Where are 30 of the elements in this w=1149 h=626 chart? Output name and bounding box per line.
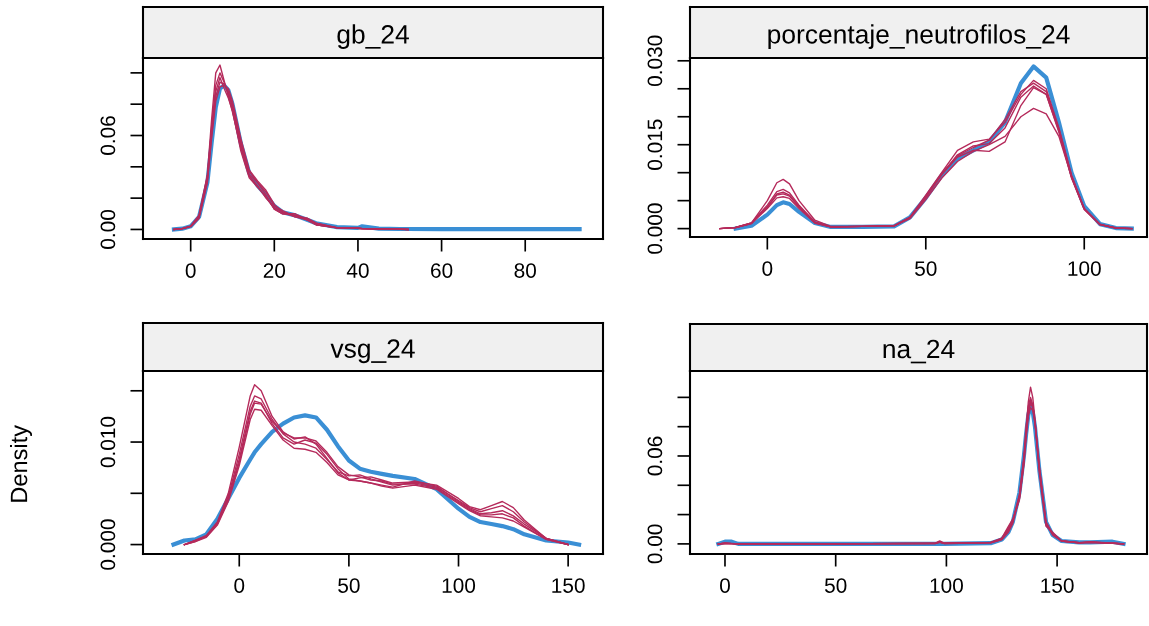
- x-tick-label: 50: [915, 261, 937, 276]
- x-tick-label: 60: [431, 263, 453, 278]
- chart-title: porcentaje_neutrofilos_24: [768, 24, 1070, 49]
- y-tick-label: 0.06: [647, 436, 663, 476]
- x-tick-label: 50: [338, 578, 360, 593]
- chart-title: na_24: [883, 339, 955, 364]
- x-tick-label: 20: [263, 263, 286, 278]
- y-tick-label: 0.015: [647, 119, 663, 170]
- y-tick-label: 0.06: [100, 116, 116, 155]
- chart-title: vsg_24: [330, 339, 415, 364]
- chart-title: gb_24: [337, 24, 409, 49]
- x-tick-label: 0: [762, 261, 773, 276]
- x-tick-label: 80: [514, 263, 536, 278]
- x-tick-label: 100: [930, 578, 963, 593]
- x-tick-label: 40: [346, 263, 369, 278]
- x-tick-label: 150: [552, 578, 585, 593]
- y-tick-label: 0.030: [647, 35, 663, 87]
- x-tick-label: 50: [824, 578, 847, 593]
- x-tick-label: 0: [185, 263, 196, 278]
- x-tick-label: 150: [1041, 578, 1074, 593]
- y-tick-label: 0.00: [647, 524, 663, 564]
- y-tick-label: 0.010: [100, 416, 116, 468]
- x-tick-label: 100: [442, 578, 476, 593]
- x-tick-label: 100: [1068, 261, 1101, 276]
- y-axis-title: Density: [9, 425, 32, 502]
- y-tick-label: 0.00: [100, 209, 116, 249]
- y-tick-label: 0.000: [100, 519, 116, 570]
- y-tick-label: 0.000: [647, 203, 663, 254]
- x-tick-label: 0: [234, 578, 245, 593]
- x-tick-label: 0: [720, 578, 730, 593]
